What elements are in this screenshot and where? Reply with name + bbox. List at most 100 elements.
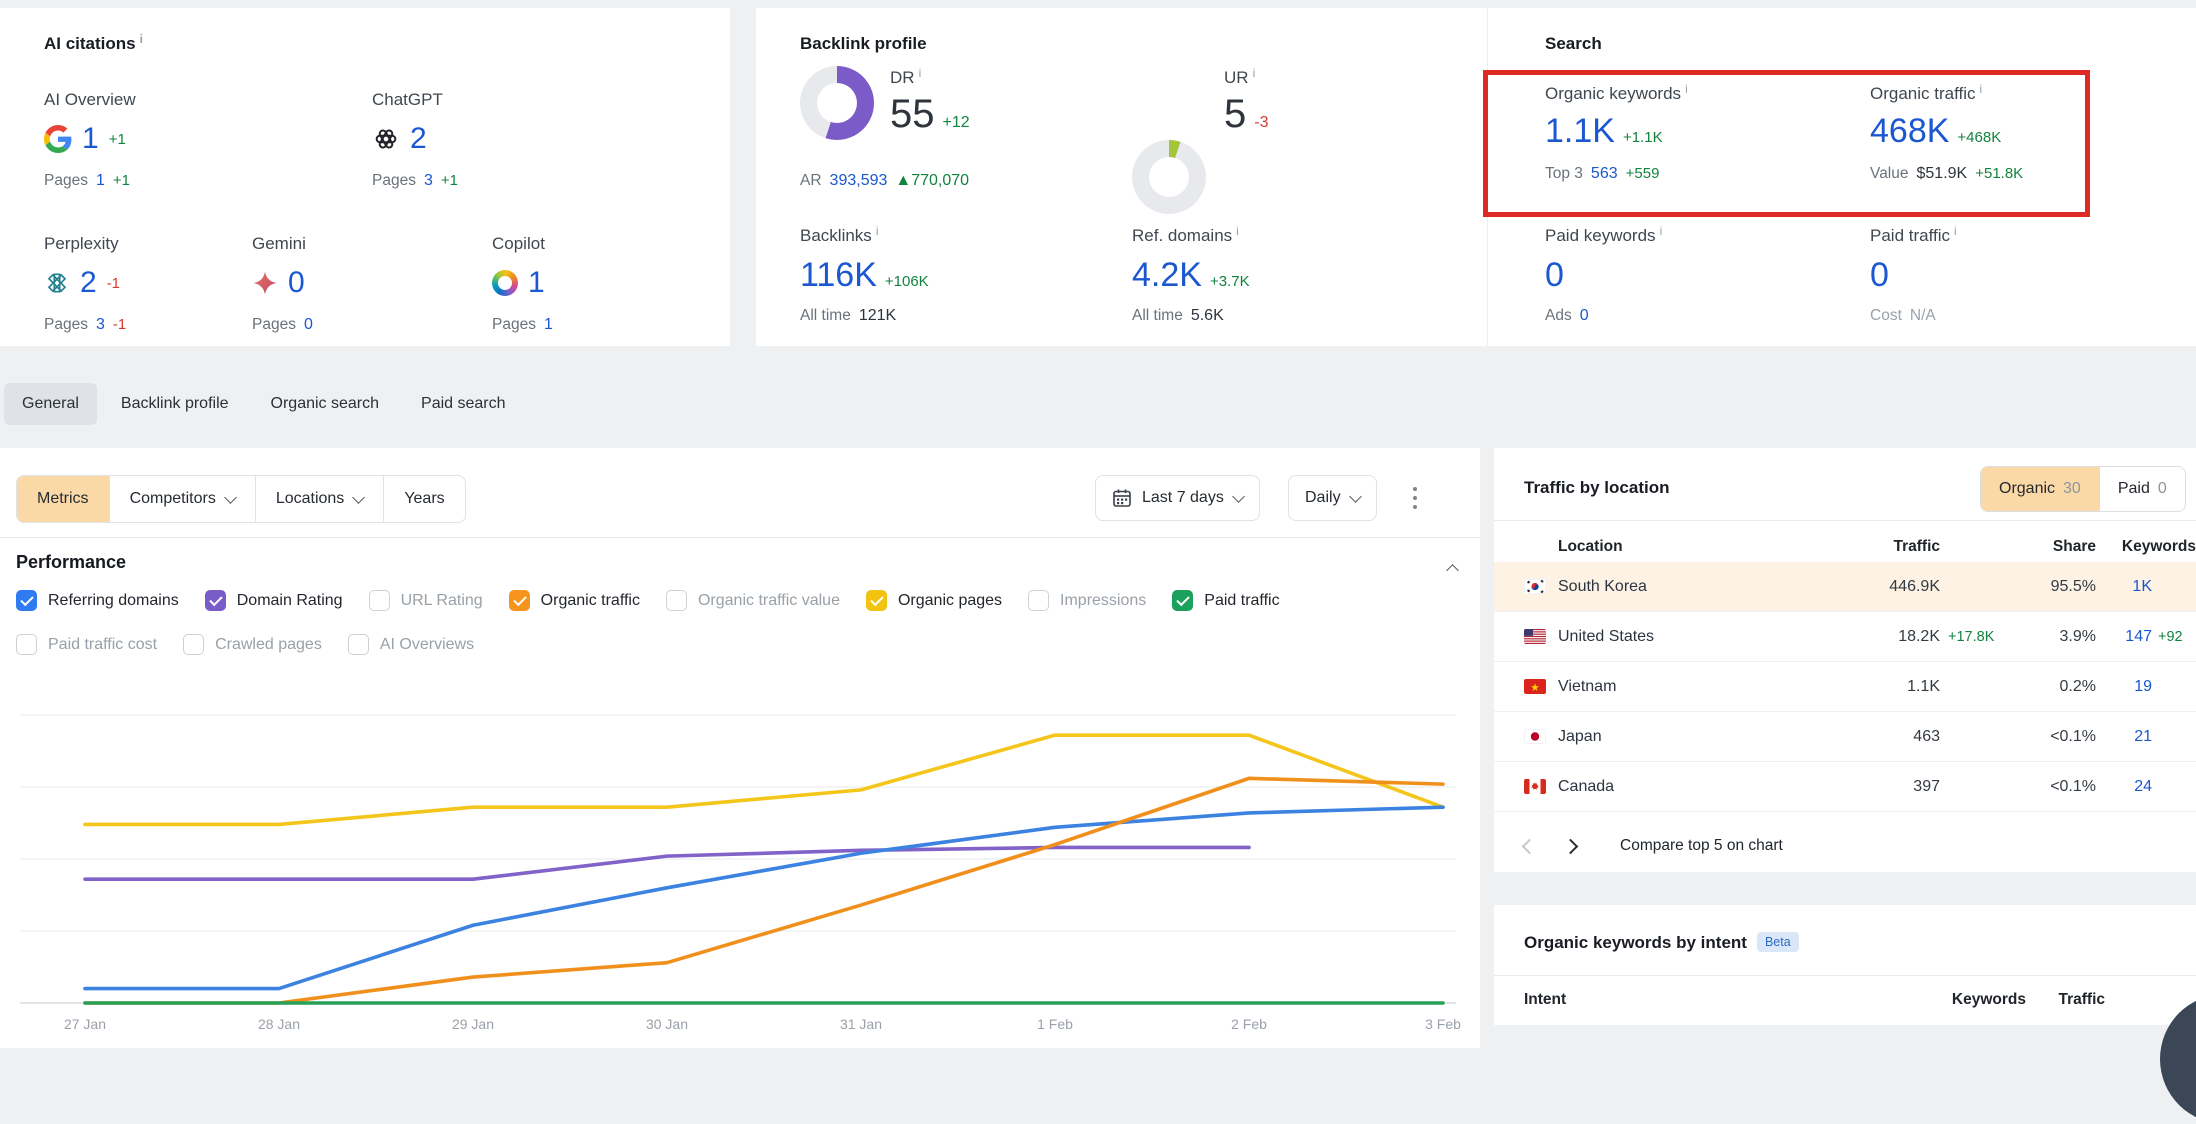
checkbox-url-rating[interactable]: URL Rating — [368, 590, 483, 611]
pages-value[interactable]: 3 — [95, 316, 105, 333]
keywords-link[interactable]: 24 — [2134, 777, 2152, 795]
checkbox-impressions[interactable]: Impressions — [1028, 590, 1146, 611]
share-value: 95.5% — [2050, 577, 2096, 595]
table-row[interactable]: Vietnam 1.1K 0.2% 19 — [1494, 662, 2196, 712]
country-name: Canada — [1558, 777, 1615, 795]
organic-keywords-value[interactable]: 1.1K — [1545, 112, 1615, 150]
panel-divider — [1487, 8, 1488, 346]
organic-traffic-value[interactable]: 468K — [1870, 112, 1950, 150]
tab-general[interactable]: General — [4, 383, 97, 425]
info-icon[interactable]: i — [1236, 224, 1239, 238]
ref-domains-value[interactable]: 4.2K — [1132, 256, 1202, 294]
info-icon[interactable]: i — [139, 32, 143, 46]
locations-segment[interactable]: Locations — [254, 476, 384, 522]
pages-label: Pages — [492, 316, 536, 333]
years-segment[interactable]: Years — [383, 476, 464, 522]
paid-traffic-value: 0 — [1870, 256, 1889, 294]
keywords-link[interactable]: 1K — [2132, 577, 2152, 595]
metrics-segment[interactable]: Metrics — [17, 476, 109, 522]
svg-text:31 Jan: 31 Jan — [840, 1016, 882, 1032]
chatgpt-icon — [372, 125, 400, 153]
performance-title: Performance — [16, 552, 127, 572]
info-icon[interactable]: i — [1979, 82, 1983, 96]
more-options-menu[interactable] — [1404, 475, 1426, 521]
pages-label: Pages — [44, 316, 88, 333]
organic-paid-toggle: Organic 30 Paid 0 — [1980, 466, 2186, 512]
value-amount: $51.9K — [1916, 165, 1968, 182]
ar-value[interactable]: 393,593 — [829, 172, 888, 189]
pages-value[interactable]: 0 — [303, 316, 313, 333]
checkbox-organic-pages[interactable]: Organic pages — [865, 590, 1002, 611]
info-icon[interactable]: i — [1954, 224, 1957, 238]
share-value: <0.1% — [2050, 777, 2096, 795]
dr-donut-chart — [800, 66, 874, 140]
traffic-by-location-title: Traffic by location — [1524, 478, 1670, 497]
prev-page-icon[interactable] — [1521, 838, 1538, 854]
keywords-link[interactable]: 21 — [2134, 727, 2152, 745]
tab-organic-search[interactable]: Organic search — [270, 395, 380, 412]
info-icon[interactable]: i — [1685, 82, 1688, 96]
divider — [0, 537, 1480, 538]
intent-title: Organic keywords by intent — [1524, 933, 1747, 952]
tab-paid-search[interactable]: Paid search — [421, 395, 506, 412]
ads-value[interactable]: 0 — [1579, 307, 1589, 324]
backlinks-delta: +106K — [884, 273, 929, 290]
checkbox-referring-domains[interactable]: Referring domains — [16, 590, 179, 611]
ai-card-label: AI Overview — [44, 90, 136, 109]
pages-value[interactable]: 1 — [543, 316, 553, 333]
date-range-button[interactable]: Last 7 days — [1095, 475, 1260, 521]
granularity-button[interactable]: Daily — [1288, 475, 1377, 521]
table-row[interactable]: United States 18.2K +17.8K 3.9% 147 +92 — [1494, 612, 2196, 662]
traffic-value: 1.1K — [1907, 677, 1940, 695]
pages-label: Pages — [252, 316, 296, 333]
country-name: United States — [1558, 627, 1655, 645]
col-keywords[interactable]: Keywords — [2121, 538, 2196, 555]
divider — [1494, 975, 2196, 976]
ai-card-perplexity: Perplexity 2 -1 Pages 3 -1 — [44, 234, 126, 334]
competitors-segment[interactable]: Competitors — [108, 476, 255, 522]
alltime-label: All time — [800, 307, 851, 324]
top3-value[interactable]: 563 — [1590, 165, 1618, 182]
chevron-down-icon — [1231, 489, 1245, 503]
col-share[interactable]: Share — [2052, 538, 2096, 555]
checkbox-organic-traffic[interactable]: Organic traffic — [508, 590, 640, 611]
toggle-paid[interactable]: Paid 0 — [2098, 467, 2185, 511]
compare-top5-link[interactable]: Compare top 5 on chart — [1620, 837, 1783, 854]
keywords-link[interactable]: 147 — [2125, 627, 2152, 645]
backlinks-value[interactable]: 116K — [800, 256, 877, 294]
checkbox-organic-traffic-value[interactable]: Organic traffic value — [665, 590, 840, 611]
col-traffic[interactable]: Traffic — [1893, 538, 1940, 555]
table-row[interactable]: South Korea 446.9K 95.5% 1K — [1494, 562, 2196, 612]
table-row[interactable]: Japan 463 <0.1% 21 — [1494, 712, 2196, 762]
next-page-icon[interactable] — [1562, 838, 1579, 854]
toggle-organic[interactable]: Organic 30 — [1981, 467, 2099, 511]
traffic-table-footer: Compare top 5 on chart — [1521, 826, 1783, 866]
table-row[interactable]: Canada 397 <0.1% 24 — [1494, 762, 2196, 812]
metric-checkbox-row-1: Referring domains Domain Rating URL Rati… — [16, 590, 1280, 611]
info-icon[interactable]: i — [1252, 66, 1256, 80]
ai-card-value: 2 — [80, 266, 97, 299]
organic-keywords-metric: Organic keywords i 1.1K +1.1K Top 3 563 +… — [1545, 82, 1688, 182]
col-location[interactable]: Location — [1558, 538, 1623, 555]
info-icon[interactable]: i — [1659, 224, 1663, 238]
tab-backlink-profile[interactable]: Backlink profile — [120, 395, 229, 412]
paid-keywords-value: 0 — [1545, 256, 1564, 294]
value-label: Value — [1870, 165, 1909, 182]
ur-delta: -3 — [1254, 114, 1269, 131]
checkbox-paid-traffic[interactable]: Paid traffic — [1172, 590, 1280, 611]
collapse-chevron-icon[interactable] — [1446, 564, 1459, 577]
traffic-table-header: Location Traffic Share Keywords — [1494, 532, 2196, 562]
checkbox-domain-rating[interactable]: Domain Rating — [204, 590, 343, 611]
ai-card-label: Copilot — [492, 234, 545, 253]
info-icon[interactable]: i — [918, 66, 922, 80]
cost-label: Cost — [1870, 307, 1902, 324]
info-icon[interactable]: i — [875, 224, 879, 238]
checkbox-paid-traffic-cost[interactable]: Paid traffic cost — [16, 634, 157, 655]
keywords-link[interactable]: 19 — [2134, 677, 2152, 695]
pages-value[interactable]: 3 — [423, 172, 433, 189]
checkbox-crawled-pages[interactable]: Crawled pages — [183, 634, 322, 655]
ads-label: Ads — [1545, 307, 1572, 324]
pages-value[interactable]: 1 — [95, 172, 105, 189]
checkbox-ai-overviews[interactable]: AI Overviews — [347, 634, 474, 655]
backlinks-metric: Backlinks i 116K +106K All time 121K — [800, 224, 929, 324]
